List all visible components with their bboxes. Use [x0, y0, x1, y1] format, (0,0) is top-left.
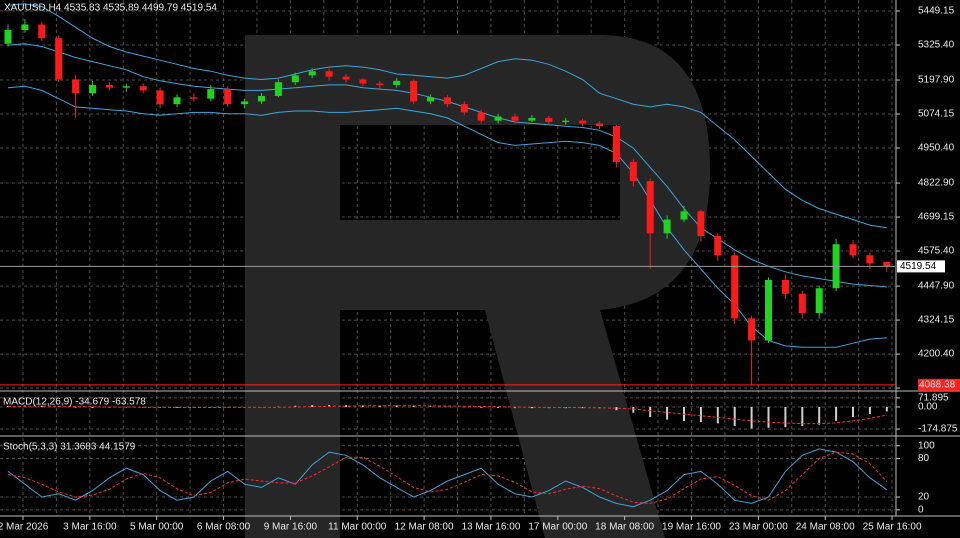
candle-body [427, 97, 434, 102]
candle-body [596, 123, 603, 127]
x-tick-label: 19 Mar 16:00 [662, 522, 721, 533]
candle-body [697, 211, 705, 237]
bollinger-band [7, 85, 887, 348]
indicator-title: Stoch(5,3,3) 31.3683 44.1579 [3, 442, 136, 453]
x-tick-label: 17 Mar 00:00 [528, 522, 587, 533]
candle-body [579, 120, 587, 124]
price-label-box [897, 260, 945, 273]
y-tick-label: 0.00 [918, 402, 938, 413]
x-tick-label: 9 Mar 16:00 [264, 522, 318, 533]
candle-body [258, 95, 265, 102]
signal-line [7, 405, 887, 425]
x-tick-label: 5 Mar 00:00 [130, 522, 184, 533]
candle-body [156, 90, 164, 105]
stochastic-line [7, 448, 888, 508]
candle-body [72, 79, 80, 94]
x-tick-label: 18 Mar 08:00 [595, 522, 654, 533]
candle-body [460, 104, 468, 113]
candle-body [325, 71, 333, 77]
candle-body [612, 126, 620, 162]
watermark-logo [245, 35, 710, 538]
candle-body [342, 76, 350, 80]
indicator-title: MACD(12,26,9) -34.679 -63.578 [3, 397, 146, 408]
candle-body [849, 244, 857, 256]
candle-body [410, 80, 418, 102]
candle-body [562, 120, 570, 123]
candle-body [731, 255, 739, 319]
candle-body [122, 86, 130, 88]
candle-body [494, 116, 502, 121]
y-tick-label: 4950.40 [918, 143, 955, 154]
candle-body [21, 24, 29, 30]
y-tick-label: 20 [918, 492, 930, 503]
x-tick-label: 23 Mar 00:00 [729, 522, 788, 533]
level-label: 4088.38 [919, 379, 956, 390]
candle-body [359, 79, 367, 84]
y-tick-label: 5449.15 [918, 6, 955, 17]
candle-body [139, 86, 147, 91]
x-tick-label: 24 Mar 08:00 [796, 522, 855, 533]
plot-layer [0, 3, 895, 508]
candle-body [545, 117, 553, 123]
candle-body [173, 97, 181, 105]
candle-body [207, 89, 215, 99]
price-label: 4519.54 [900, 261, 937, 272]
candle-body [511, 116, 519, 121]
level-label-box [918, 378, 960, 391]
stochastic-line [7, 451, 888, 504]
candle-body [646, 181, 654, 234]
x-tick-label: 12 Mar 08:00 [395, 522, 454, 533]
candle-body [190, 97, 198, 99]
y-tick-label: 4822.90 [918, 178, 955, 189]
bollinger-band [7, 3, 887, 229]
y-tick-label: 4324.15 [918, 315, 955, 326]
candle-body [241, 101, 249, 105]
candle-body [224, 89, 232, 105]
candle-body [38, 24, 46, 39]
y-tick-label: 4447.90 [918, 281, 955, 292]
candle-body [714, 236, 722, 256]
y-tick-label: 0 [918, 505, 924, 516]
candle-body [274, 82, 282, 96]
candle-body [393, 80, 401, 85]
candle-body [477, 112, 485, 121]
candle-body [55, 38, 63, 80]
candle-body [443, 97, 451, 105]
x-tick-label: 3 Mar 16:00 [63, 522, 117, 533]
candle-body [291, 75, 299, 83]
chart-header: XAUUSD,H4 4535.83 4535.89 4499.79 4519.5… [4, 3, 217, 14]
candle-body [89, 84, 96, 94]
x-tick-label: 2 Mar 2026 [0, 522, 49, 533]
candle-body [663, 219, 671, 234]
candle-body [765, 280, 772, 341]
y-tick-label: 100 [918, 440, 935, 451]
y-tick-label: 4575.40 [918, 246, 955, 257]
y-tick-label: 5074.15 [918, 109, 955, 120]
candle-body [105, 84, 113, 88]
candle-body [798, 293, 806, 313]
candle-body [815, 288, 823, 313]
y-tick-label: 80 [918, 453, 930, 464]
candle-body [883, 261, 891, 267]
y-tick-label: 5197.90 [918, 75, 955, 86]
x-tick-label: 6 Mar 08:00 [197, 522, 251, 533]
candle-body [4, 30, 12, 44]
y-tick-label: 71.895 [918, 393, 949, 404]
candle-body [528, 117, 536, 121]
candle-body [629, 161, 637, 182]
candle-body [866, 255, 874, 264]
candle-body [308, 71, 316, 76]
y-tick-label: 5325.40 [918, 40, 955, 51]
y-tick-label: 4699.15 [918, 212, 955, 223]
candle-body [781, 280, 789, 294]
x-tick-label: 13 Mar 16:00 [461, 522, 520, 533]
candle-body [376, 83, 384, 85]
x-tick-label: 25 Mar 16:00 [863, 522, 922, 533]
y-tick-label: 4200.40 [918, 349, 955, 360]
candle-body [748, 318, 756, 341]
candle-body [680, 211, 688, 220]
x-tick-label: 11 Mar 00:00 [328, 522, 387, 533]
y-tick-label: -174.875 [918, 424, 958, 435]
